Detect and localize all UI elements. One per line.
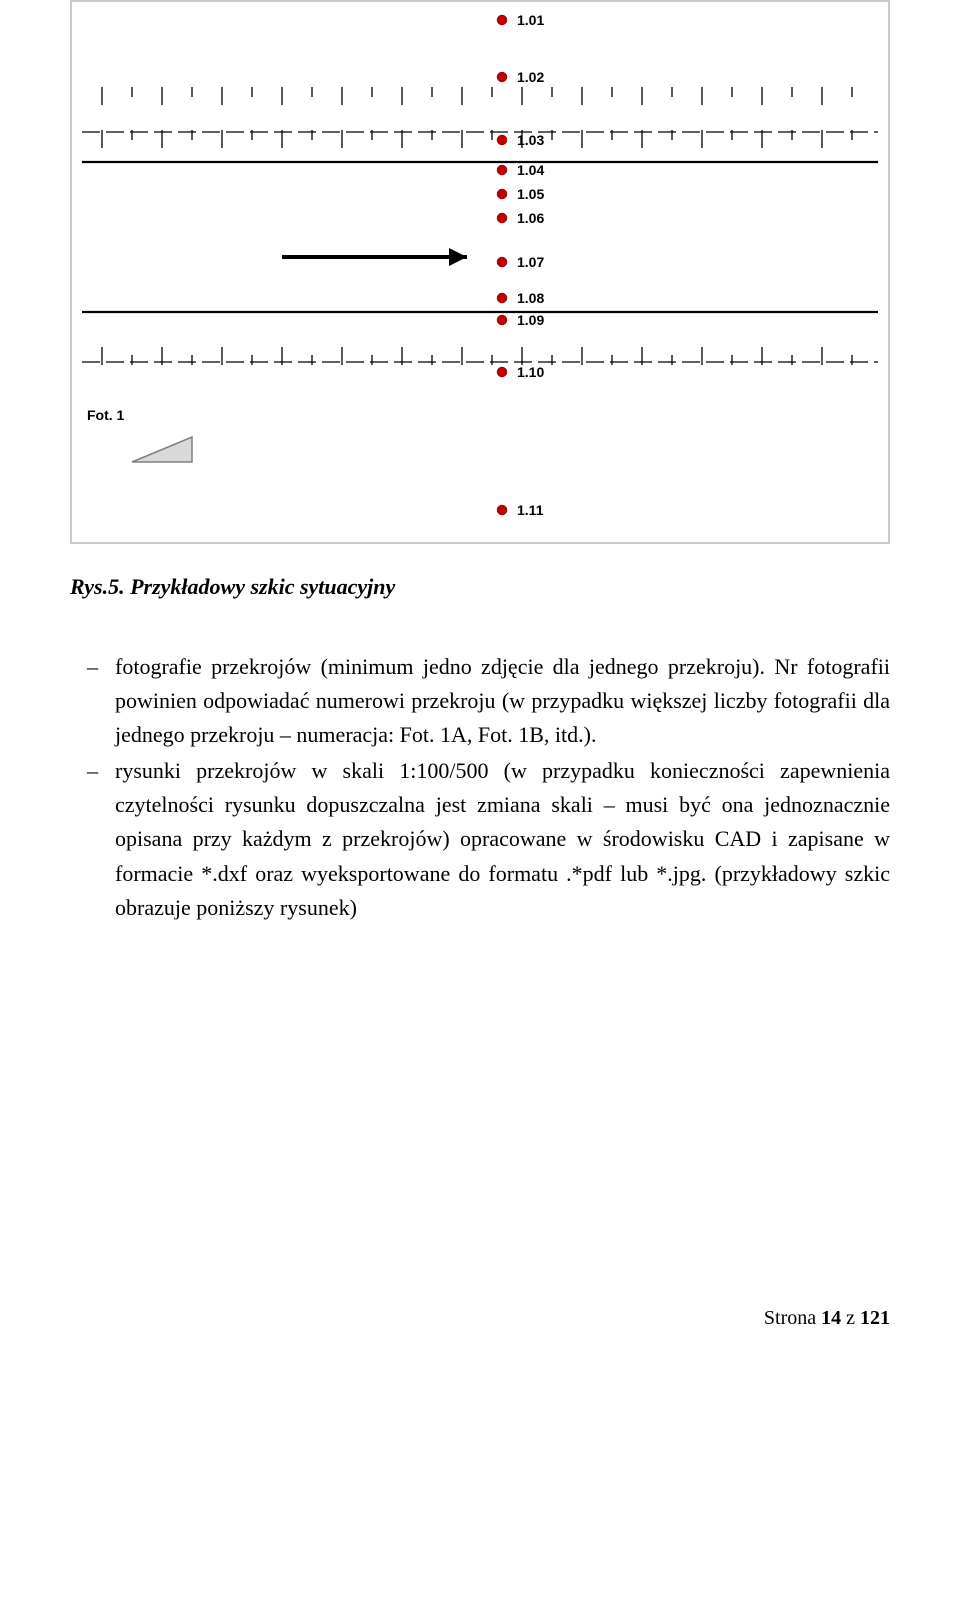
svg-text:1.03: 1.03 xyxy=(517,132,544,148)
footer-total: 121 xyxy=(860,1307,890,1329)
svg-text:1.07: 1.07 xyxy=(517,254,544,270)
situational-sketch-figure: 1.01 1.02 1.03 1.04 1.05 1.06 1.07 1.08 1.09 1.10… xyxy=(70,0,890,544)
list-item: rysunki przekrojów w skali 1:100/500 (w … xyxy=(115,754,890,924)
svg-text:1.01: 1.01 xyxy=(517,12,544,28)
svg-text:Fot. 1: Fot. 1 xyxy=(87,407,125,423)
footer-prefix: Strona xyxy=(764,1307,821,1329)
bullet-list: fotografie przekrojów (minimum jedno zdj… xyxy=(70,650,890,925)
svg-text:1.09: 1.09 xyxy=(517,312,544,328)
svg-text:1.11: 1.11 xyxy=(517,502,544,518)
figure-caption: Rys.5. Przykładowy szkic sytuacyjny xyxy=(70,574,890,600)
svg-text:1.08: 1.08 xyxy=(517,290,544,306)
svg-text:1.02: 1.02 xyxy=(517,69,544,85)
page-footer: Strona 14 z 121 xyxy=(764,1307,890,1330)
svg-text:1.05: 1.05 xyxy=(517,186,544,202)
svg-text:1.10: 1.10 xyxy=(517,364,544,380)
list-item: fotografie przekrojów (minimum jedno zdj… xyxy=(115,650,890,752)
svg-text:1.06: 1.06 xyxy=(517,210,544,226)
footer-page: 14 xyxy=(821,1307,841,1329)
footer-of: z xyxy=(841,1307,860,1329)
svg-text:1.04: 1.04 xyxy=(517,162,544,178)
